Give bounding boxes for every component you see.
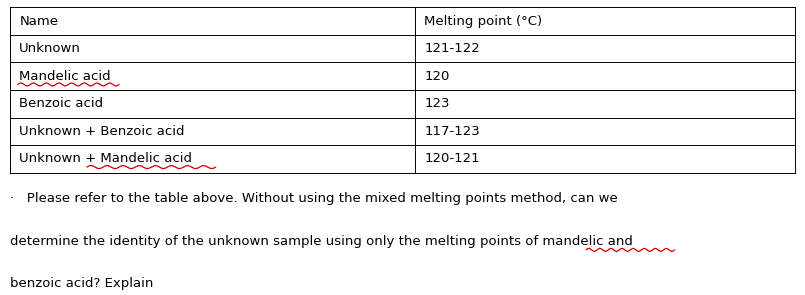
Text: Mandelic acid: Mandelic acid: [19, 70, 111, 83]
Text: Unknown: Unknown: [19, 42, 81, 55]
Text: 123: 123: [424, 97, 450, 110]
Text: 117-123: 117-123: [424, 125, 480, 138]
Text: determine the identity of the unknown sample using only the melting points of ma: determine the identity of the unknown sa…: [10, 235, 633, 248]
Text: Unknown + Mandelic acid: Unknown + Mandelic acid: [19, 152, 192, 165]
Text: ·   Please refer to the table above. Without using the mixed melting points meth: · Please refer to the table above. Witho…: [10, 192, 617, 205]
Text: benzoic acid? Explain: benzoic acid? Explain: [10, 277, 153, 290]
Text: Melting point (°C): Melting point (°C): [424, 15, 543, 28]
Text: 121-122: 121-122: [424, 42, 480, 55]
Text: Unknown + Benzoic acid: Unknown + Benzoic acid: [19, 125, 185, 138]
Text: 120-121: 120-121: [424, 152, 480, 165]
Text: Benzoic acid: Benzoic acid: [19, 97, 104, 110]
Text: Name: Name: [19, 15, 58, 28]
Text: 120: 120: [424, 70, 450, 83]
